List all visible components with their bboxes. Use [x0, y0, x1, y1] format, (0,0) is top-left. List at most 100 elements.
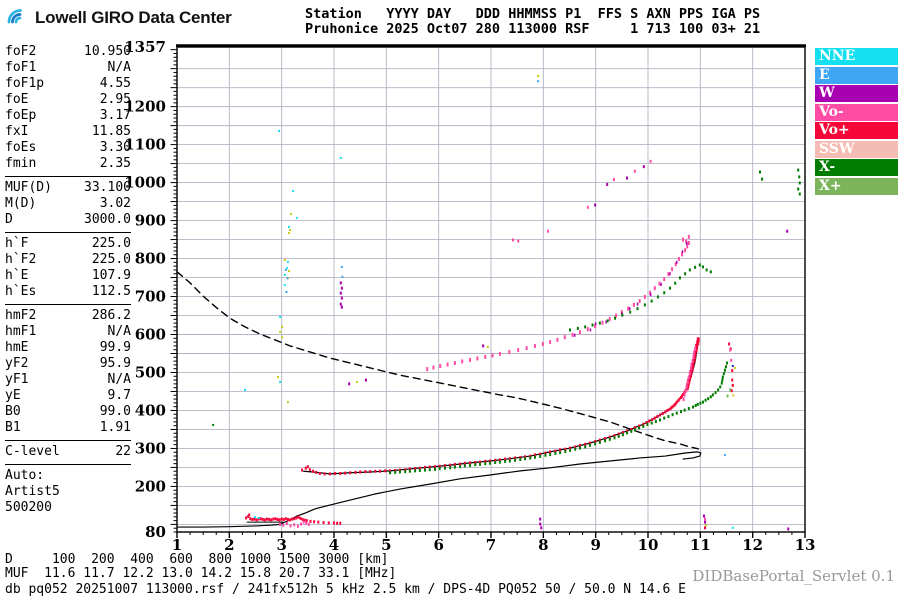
parameter-label: M(D): [5, 196, 37, 211]
legend-item-w: W: [815, 85, 898, 102]
parameter-label: B0: [5, 404, 21, 419]
parameter-label: B1: [5, 420, 21, 435]
parameter-label: foE: [5, 92, 29, 107]
parameter-value: 225.0: [91, 236, 131, 251]
parameter-row: foF1 N/A: [5, 60, 131, 76]
station-header-values: Pruhonice 2025 Oct07 280 113000 RSF 1 71…: [305, 21, 761, 37]
parameter-value: 112.5: [91, 284, 131, 299]
svg-text:900: 900: [135, 212, 166, 230]
parameter-value: 10.950: [84, 44, 131, 59]
svg-text:2: 2: [224, 536, 234, 554]
legend-item-ssw: SSW: [815, 140, 898, 158]
parameter-row: hmF2 286.2: [5, 308, 131, 324]
parameter-label: yF2: [5, 356, 29, 371]
parameter-row: foF2 10.950: [5, 44, 131, 60]
muf-distance-row: D 100 200 400 600 800 1000 1500 3000 [km…: [5, 552, 389, 567]
svg-text:700: 700: [135, 288, 166, 306]
parameter-label: hmF1: [5, 324, 37, 339]
parameter-value: 3000.0: [84, 212, 131, 227]
parameter-row: yF2 95.9: [5, 356, 131, 372]
svg-text:13: 13: [795, 536, 816, 554]
parameter-label: C-level: [5, 444, 60, 459]
panel-divider: [5, 232, 131, 233]
svg-text:1: 1: [172, 536, 182, 554]
parameter-value: N/A: [107, 60, 131, 75]
parameter-label: foF1: [5, 60, 37, 75]
legend-item-vo: Vo+: [815, 122, 898, 139]
panel-divider: [5, 304, 131, 305]
svg-text:1100: 1100: [124, 136, 166, 154]
parameter-value: 3.17: [99, 108, 131, 123]
app-title: Lowell GIRO Data Center: [35, 8, 232, 27]
autoscaling-info-line: Artist5: [5, 484, 60, 499]
parameter-label: yE: [5, 388, 21, 403]
parameter-label: foEs: [5, 140, 37, 155]
parameter-row: h`Es 112.5: [5, 284, 131, 300]
left-panel: foF2 10.950 foF1 N/A foF1p 4.55 foE 2.95 foEp 3.1…: [5, 44, 131, 516]
autoscaling-info-line: 500200: [5, 500, 52, 515]
legend-item-e: E: [815, 66, 898, 84]
legend-item-nne: NNE: [815, 48, 898, 65]
parameter-value: 2.95: [99, 92, 131, 107]
parameter-value: 286.2: [91, 308, 131, 323]
parameter-row: foE 2.95: [5, 92, 131, 108]
parameter-value: 33.100: [84, 180, 131, 195]
svg-text:1357: 1357: [124, 38, 166, 56]
legend: NNE E W Vo- Vo+ SSW X- X+: [815, 48, 898, 196]
parameter-value: 11.85: [91, 124, 131, 139]
parameter-value: 3.30: [99, 140, 131, 155]
svg-text:200: 200: [135, 477, 166, 495]
parameter-label: h`F2: [5, 252, 37, 267]
parameter-label: fxI: [5, 124, 29, 139]
svg-text:4: 4: [329, 536, 339, 554]
parameter-label: MUF(D): [5, 180, 52, 195]
svg-text:600: 600: [135, 326, 166, 344]
parameter-row: fxI 11.85: [5, 124, 131, 140]
parameter-label: h`E: [5, 268, 29, 283]
parameter-value: 225.0: [91, 252, 131, 267]
parameter-label: h`Es: [5, 284, 37, 299]
giro-signal-arcs-icon: [6, 5, 30, 31]
svg-text:3: 3: [276, 536, 286, 554]
parameter-row: B1 1.91: [5, 420, 131, 436]
parameter-label: foF1p: [5, 76, 45, 91]
parameter-row: hmF1 N/A: [5, 324, 131, 340]
parameter-row: h`F2 225.0: [5, 252, 131, 268]
panel-divider: [5, 464, 131, 465]
panel-divider: [5, 440, 131, 441]
parameter-value: 1.91: [99, 420, 131, 435]
parameter-label: hmE: [5, 340, 29, 355]
svg-text:80: 80: [145, 523, 166, 541]
parameter-value: 107.9: [91, 268, 131, 283]
parameter-row: h`E 107.9: [5, 268, 131, 284]
svg-text:8: 8: [538, 536, 548, 554]
parameter-row: h`F 225.0: [5, 236, 131, 252]
muf-values-row: MUF 11.6 11.7 12.2 13.0 14.2 15.8 20.7 3…: [5, 566, 397, 581]
parameter-value: 95.9: [99, 356, 131, 371]
svg-text:300: 300: [135, 439, 166, 457]
servlet-version-label: DIDBasePortal_Servlet 0.1: [692, 567, 895, 585]
parameter-label: h`F: [5, 236, 29, 251]
parameter-row: B0 99.0: [5, 404, 131, 420]
svg-text:10: 10: [638, 536, 659, 554]
parameter-label: hmF2: [5, 308, 37, 323]
parameter-row: foEp 3.17: [5, 108, 131, 124]
parameter-row: M(D) 3.02: [5, 196, 131, 212]
parameter-row: C-level 22: [5, 444, 131, 460]
station-header: Station YYYY DAY DDD HHMMSS P1 FFS S AXN…: [305, 7, 760, 37]
svg-text:7: 7: [486, 536, 496, 554]
panel-divider: [5, 176, 131, 177]
app-logo: Lowell GIRO Data Center: [6, 5, 232, 31]
parameter-value: 3.02: [99, 196, 131, 211]
measurement-info-line: db pq052 20251007 113000.rsf / 241fx512h…: [5, 582, 686, 597]
svg-text:5: 5: [381, 536, 391, 554]
parameter-label: fmin: [5, 156, 37, 171]
svg-text:1200: 1200: [124, 98, 166, 116]
parameter-row: fmin 2.35: [5, 156, 131, 172]
parameter-label: yF1: [5, 372, 29, 387]
parameter-value: 9.7: [107, 388, 131, 403]
parameter-value: 22: [115, 444, 131, 459]
parameter-value: 99.0: [99, 404, 131, 419]
